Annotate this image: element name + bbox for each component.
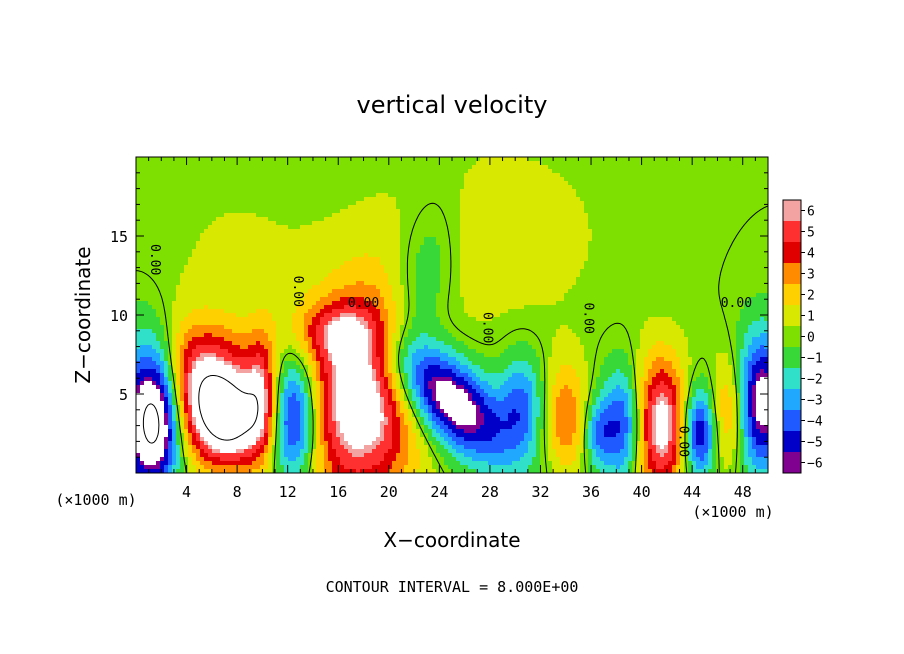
x-unit-right: (×1000 m) xyxy=(692,503,773,521)
x-tick-label-24: 24 xyxy=(430,483,448,501)
colorbar-label-6: 6 xyxy=(807,205,815,220)
y-axis-ticks: 5 10 15 xyxy=(110,172,768,458)
colorbar-swatch-4 xyxy=(783,242,801,264)
y-tick-label-5: 5 xyxy=(119,386,128,404)
colorbar-label-0: 0 xyxy=(807,331,815,346)
colorbar-label-2: 2 xyxy=(807,289,815,304)
colorbar-swatch-0 xyxy=(783,326,801,348)
colorbar-label-−3: −3 xyxy=(807,394,823,409)
y-tick-label-10: 10 xyxy=(110,307,128,325)
contour-label-0: 0.00 xyxy=(147,244,162,275)
x-tick-label-36: 36 xyxy=(582,483,600,501)
x-tick-label-12: 12 xyxy=(279,483,297,501)
colorbar-label-1: 1 xyxy=(807,310,815,325)
x-tick-label-28: 28 xyxy=(481,483,499,501)
x-tick-label-40: 40 xyxy=(633,483,651,501)
colorbar-label-4: 4 xyxy=(807,247,815,262)
colorbar-swatch-−6 xyxy=(783,452,801,474)
colorbar-swatch-1 xyxy=(783,305,801,327)
contour-label-6: 0.00 xyxy=(721,296,752,311)
y-axis-label: Z−coordinate xyxy=(71,246,95,383)
x-tick-label-4: 4 xyxy=(182,483,191,501)
contour-lines xyxy=(136,202,768,473)
contour-label-2: 0.00 xyxy=(348,296,379,311)
colorbar-swatch-3 xyxy=(783,263,801,285)
contour-zero xyxy=(136,202,768,473)
colorbar-swatch-−5 xyxy=(783,431,801,453)
contour-negative xyxy=(142,403,160,444)
x-axis-label: X−coordinate xyxy=(383,528,520,552)
colorbar-label-−2: −2 xyxy=(807,373,823,388)
colorbar-swatch-5 xyxy=(783,221,801,243)
chart-title: vertical velocity xyxy=(357,91,548,119)
colorbar-label-−5: −5 xyxy=(807,436,823,451)
contour-labels: 0.00 0.00 0.00 0.00 0.00 0.00 0.00 xyxy=(147,244,752,457)
x-tick-label-44: 44 xyxy=(683,483,701,501)
colorbar-label-3: 3 xyxy=(807,268,815,283)
colorbar-swatch-2 xyxy=(783,284,801,306)
contour-label-4: 0.00 xyxy=(581,303,596,334)
x-tick-label-8: 8 xyxy=(233,483,242,501)
colorbar-swatch-−4 xyxy=(783,410,801,432)
x-tick-label-48: 48 xyxy=(734,483,752,501)
colorbar-label-5: 5 xyxy=(807,226,815,241)
x-tick-label-20: 20 xyxy=(380,483,398,501)
colorbar-swatch-6 xyxy=(783,200,801,222)
contour-interval-footer: CONTOUR INTERVAL = 8.000E+00 xyxy=(326,578,579,596)
colorbar-label-−6: −6 xyxy=(807,457,823,472)
contour-positive xyxy=(198,375,259,441)
x-tick-label-16: 16 xyxy=(329,483,347,501)
colorbar-swatch-−1 xyxy=(783,347,801,369)
x-tick-label-32: 32 xyxy=(531,483,549,501)
heatmap-field xyxy=(136,157,768,473)
contour-label-3: 0.00 xyxy=(480,312,495,343)
y-tick-label-15: 15 xyxy=(110,228,128,246)
x-axis-ticks: 4 8 12 16 20 24 28 32 36 40 44 48 xyxy=(148,157,756,501)
contour-label-1: 0.00 xyxy=(290,276,305,307)
colorbar-label-−1: −1 xyxy=(807,352,823,367)
colorbar-label-−4: −4 xyxy=(807,415,823,430)
colorbar-swatch-−2 xyxy=(783,368,801,390)
colorbar: 6 5 4 3 2 1 0 −1 −2 −3 −4 −5 −6 xyxy=(782,199,823,474)
x-unit-left: (×1000 m) xyxy=(55,491,136,509)
contour-label-5: 0.00 xyxy=(676,426,691,457)
colorbar-swatch-−3 xyxy=(783,389,801,411)
